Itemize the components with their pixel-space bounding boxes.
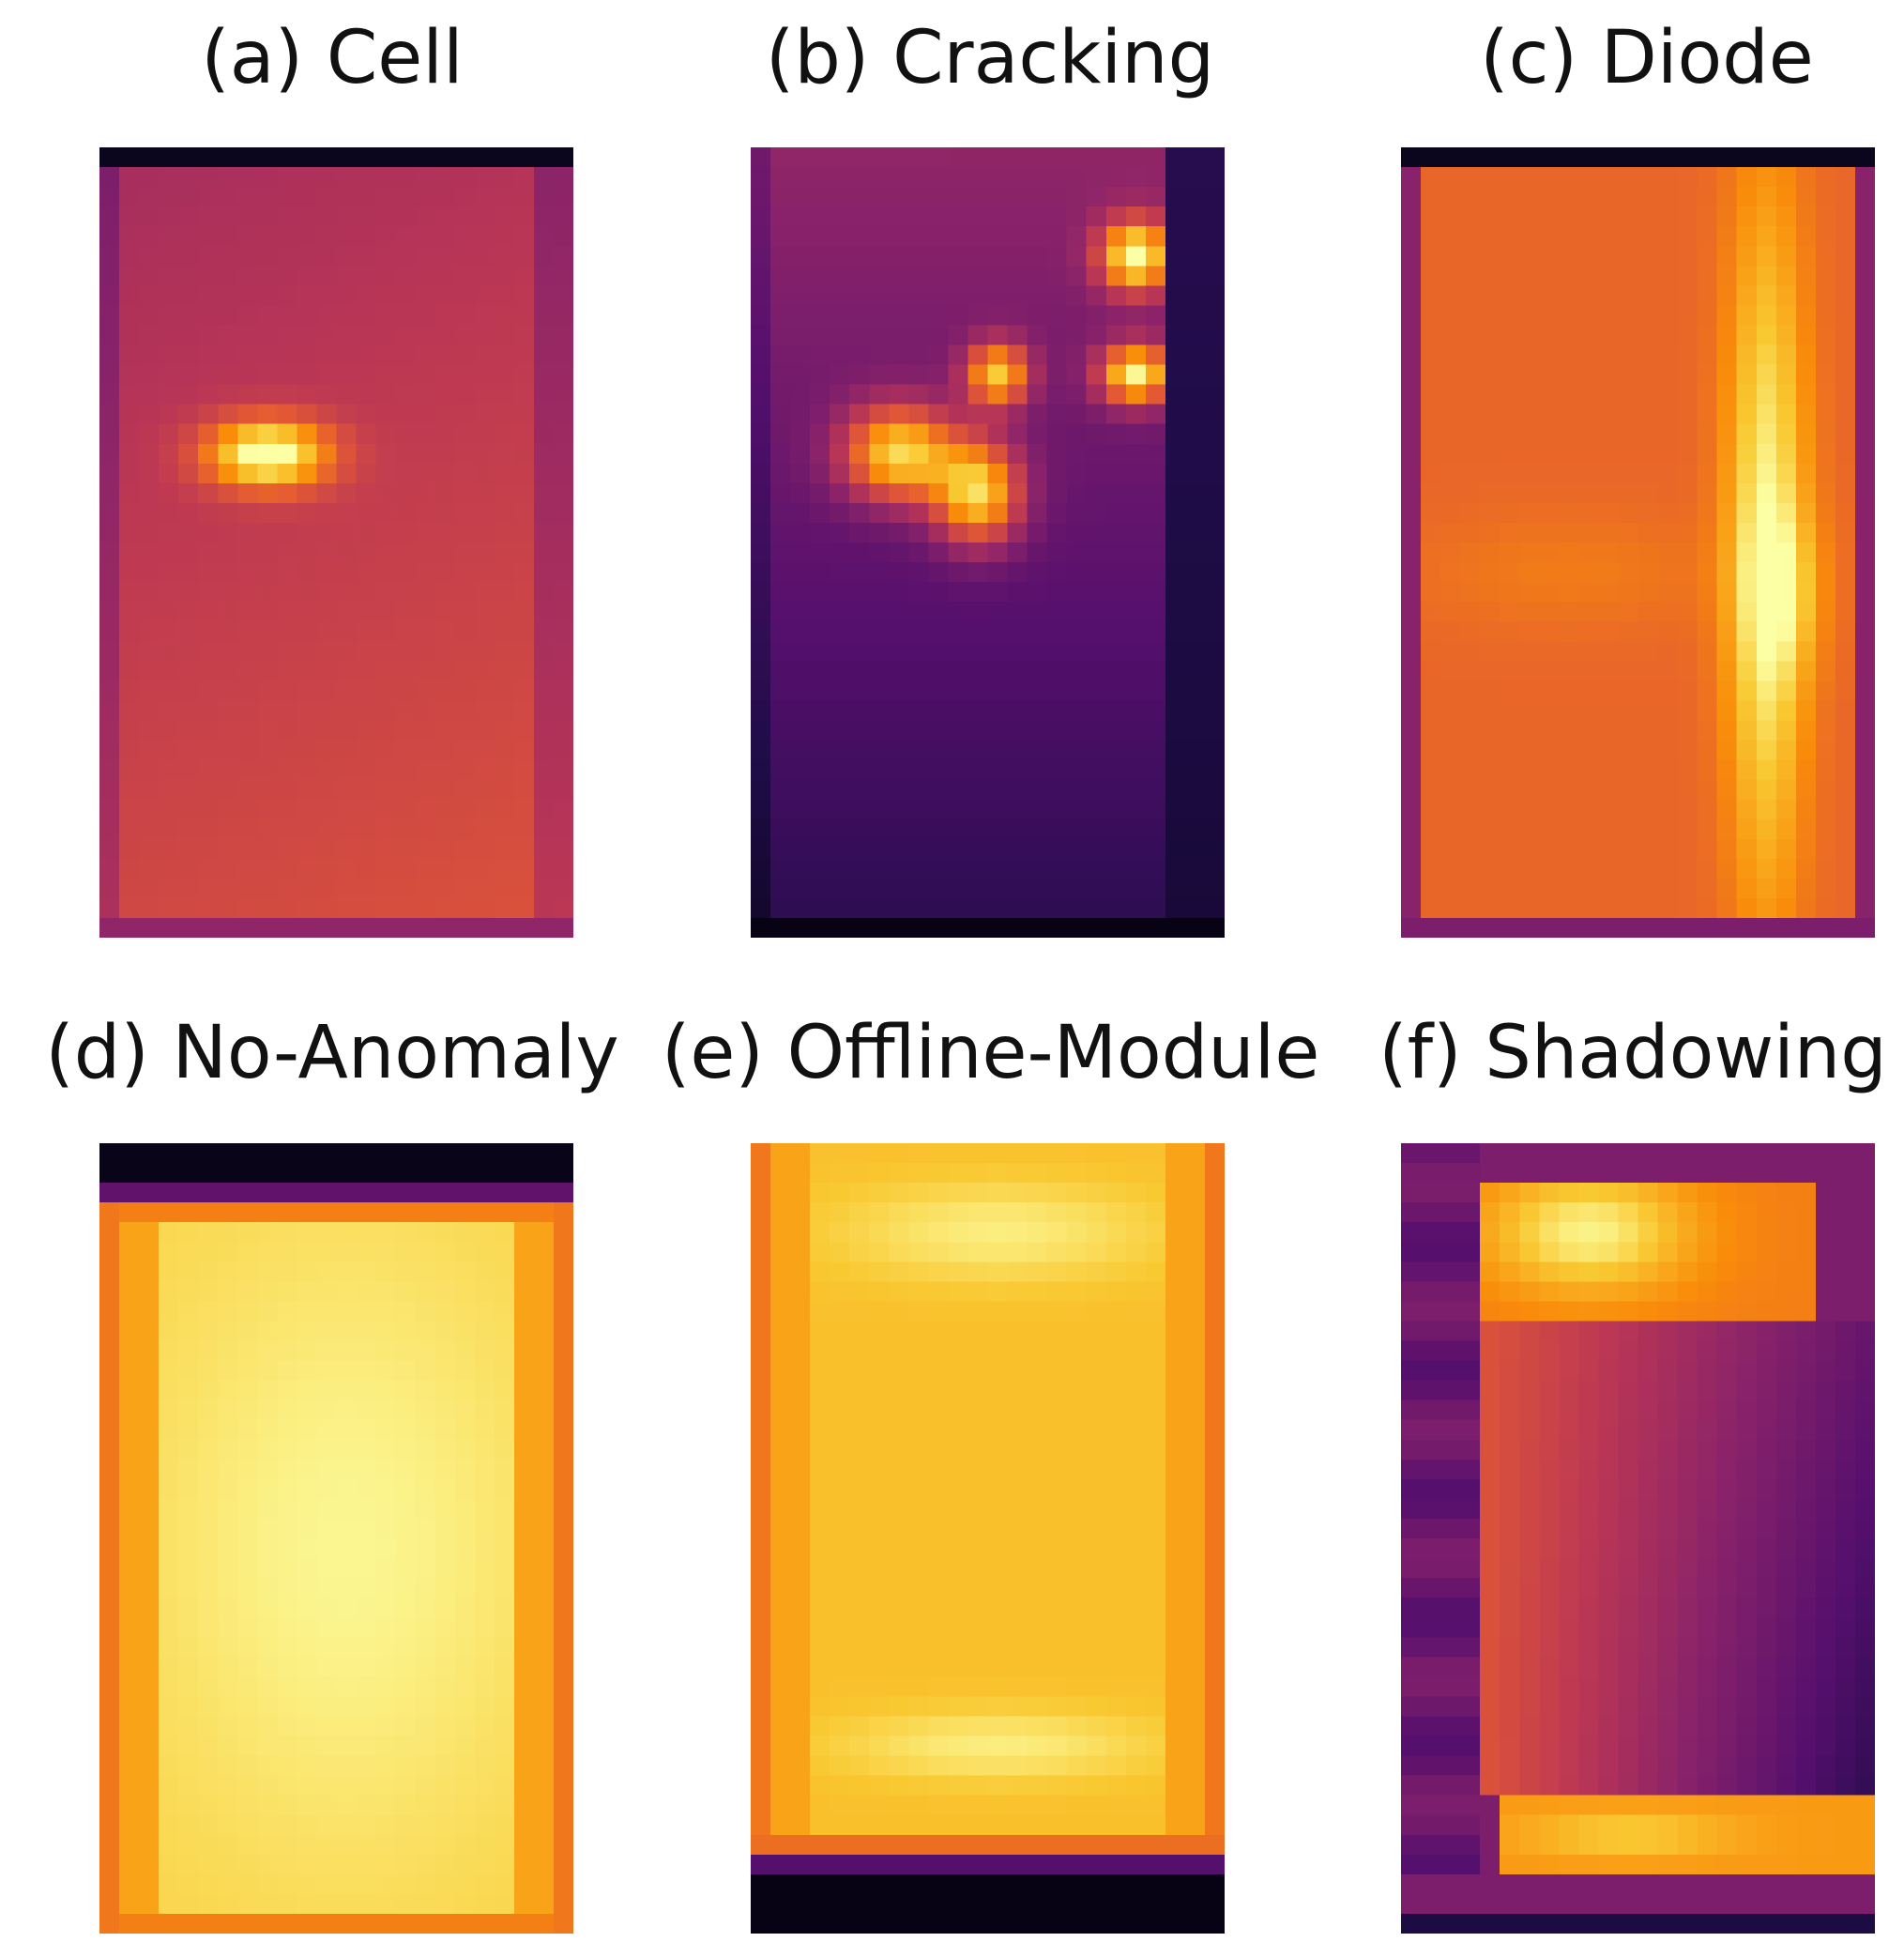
thermal-image-offline-module (751, 1143, 1225, 1934)
thermal-image-no-anomaly (99, 1143, 573, 1934)
panel-title-shadowing: (f) Shadowing (1378, 1011, 1887, 1095)
thermal-image-diode (1401, 147, 1875, 938)
panel-title-cracking: (b) Cracking (765, 16, 1215, 100)
panel-title-offline-module: (e) Offline-Module (662, 1011, 1320, 1095)
panel-title-no-anomaly: (d) No-Anomaly (45, 1011, 619, 1095)
panel-title-cell: (a) Cell (201, 16, 464, 100)
panel-title-diode: (c) Diode (1480, 16, 1814, 100)
thermal-image-shadowing (1401, 1143, 1875, 1934)
thermal-image-cracking (751, 147, 1225, 938)
thermal-image-cell (99, 147, 573, 938)
